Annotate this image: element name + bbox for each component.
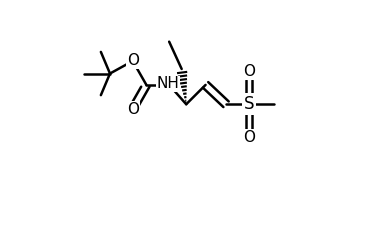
Text: S: S [244,95,254,113]
Text: O: O [127,102,139,117]
Text: O: O [243,130,255,145]
Text: O: O [243,64,255,79]
Text: O: O [127,53,139,68]
Text: NH: NH [156,76,179,91]
